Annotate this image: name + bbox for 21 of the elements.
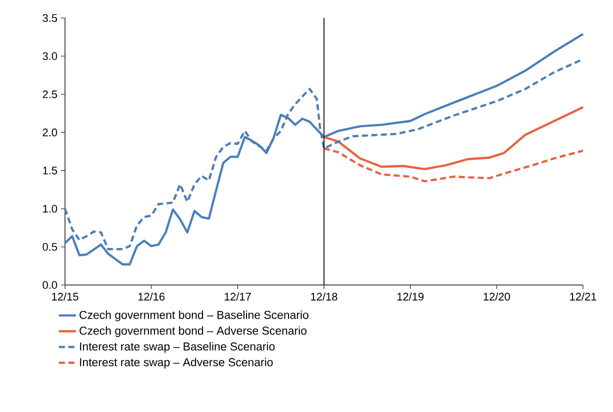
line-series: [322, 106, 584, 170]
legend-label: Interest rate swap – Baseline Scenario: [80, 342, 275, 353]
x-tick-label: 12/15: [52, 292, 78, 301]
y-tick-label: 0.5: [42, 242, 58, 251]
x-tick-label: 12/17: [224, 292, 251, 301]
legend-label: Czech government bond – Adverse Scenario: [80, 326, 306, 337]
x-tick-label: 12/19: [397, 292, 424, 301]
x-tick-label: 12/21: [570, 292, 596, 301]
line-series: [322, 147, 584, 182]
y-tick-label: 2.0: [42, 128, 58, 136]
legend-label: Czech government bond – Baseline Scenario: [80, 310, 308, 322]
y-tick-label: 0.0: [42, 281, 58, 289]
y-tick-label: 3.5: [42, 14, 58, 22]
x-tick-label: 12/20: [484, 292, 510, 301]
y-tick-label: 1.5: [43, 166, 58, 174]
legend-label: Interest rate swap – Adverse Scenario: [80, 358, 273, 369]
x-tick-label: 12/16: [138, 292, 165, 301]
x-tick-label: 12/18: [311, 292, 338, 301]
y-tick-label: 3.0: [42, 52, 58, 60]
y-tick-label: 2.5: [42, 90, 58, 98]
y-tick-label: 1.0: [43, 204, 58, 213]
